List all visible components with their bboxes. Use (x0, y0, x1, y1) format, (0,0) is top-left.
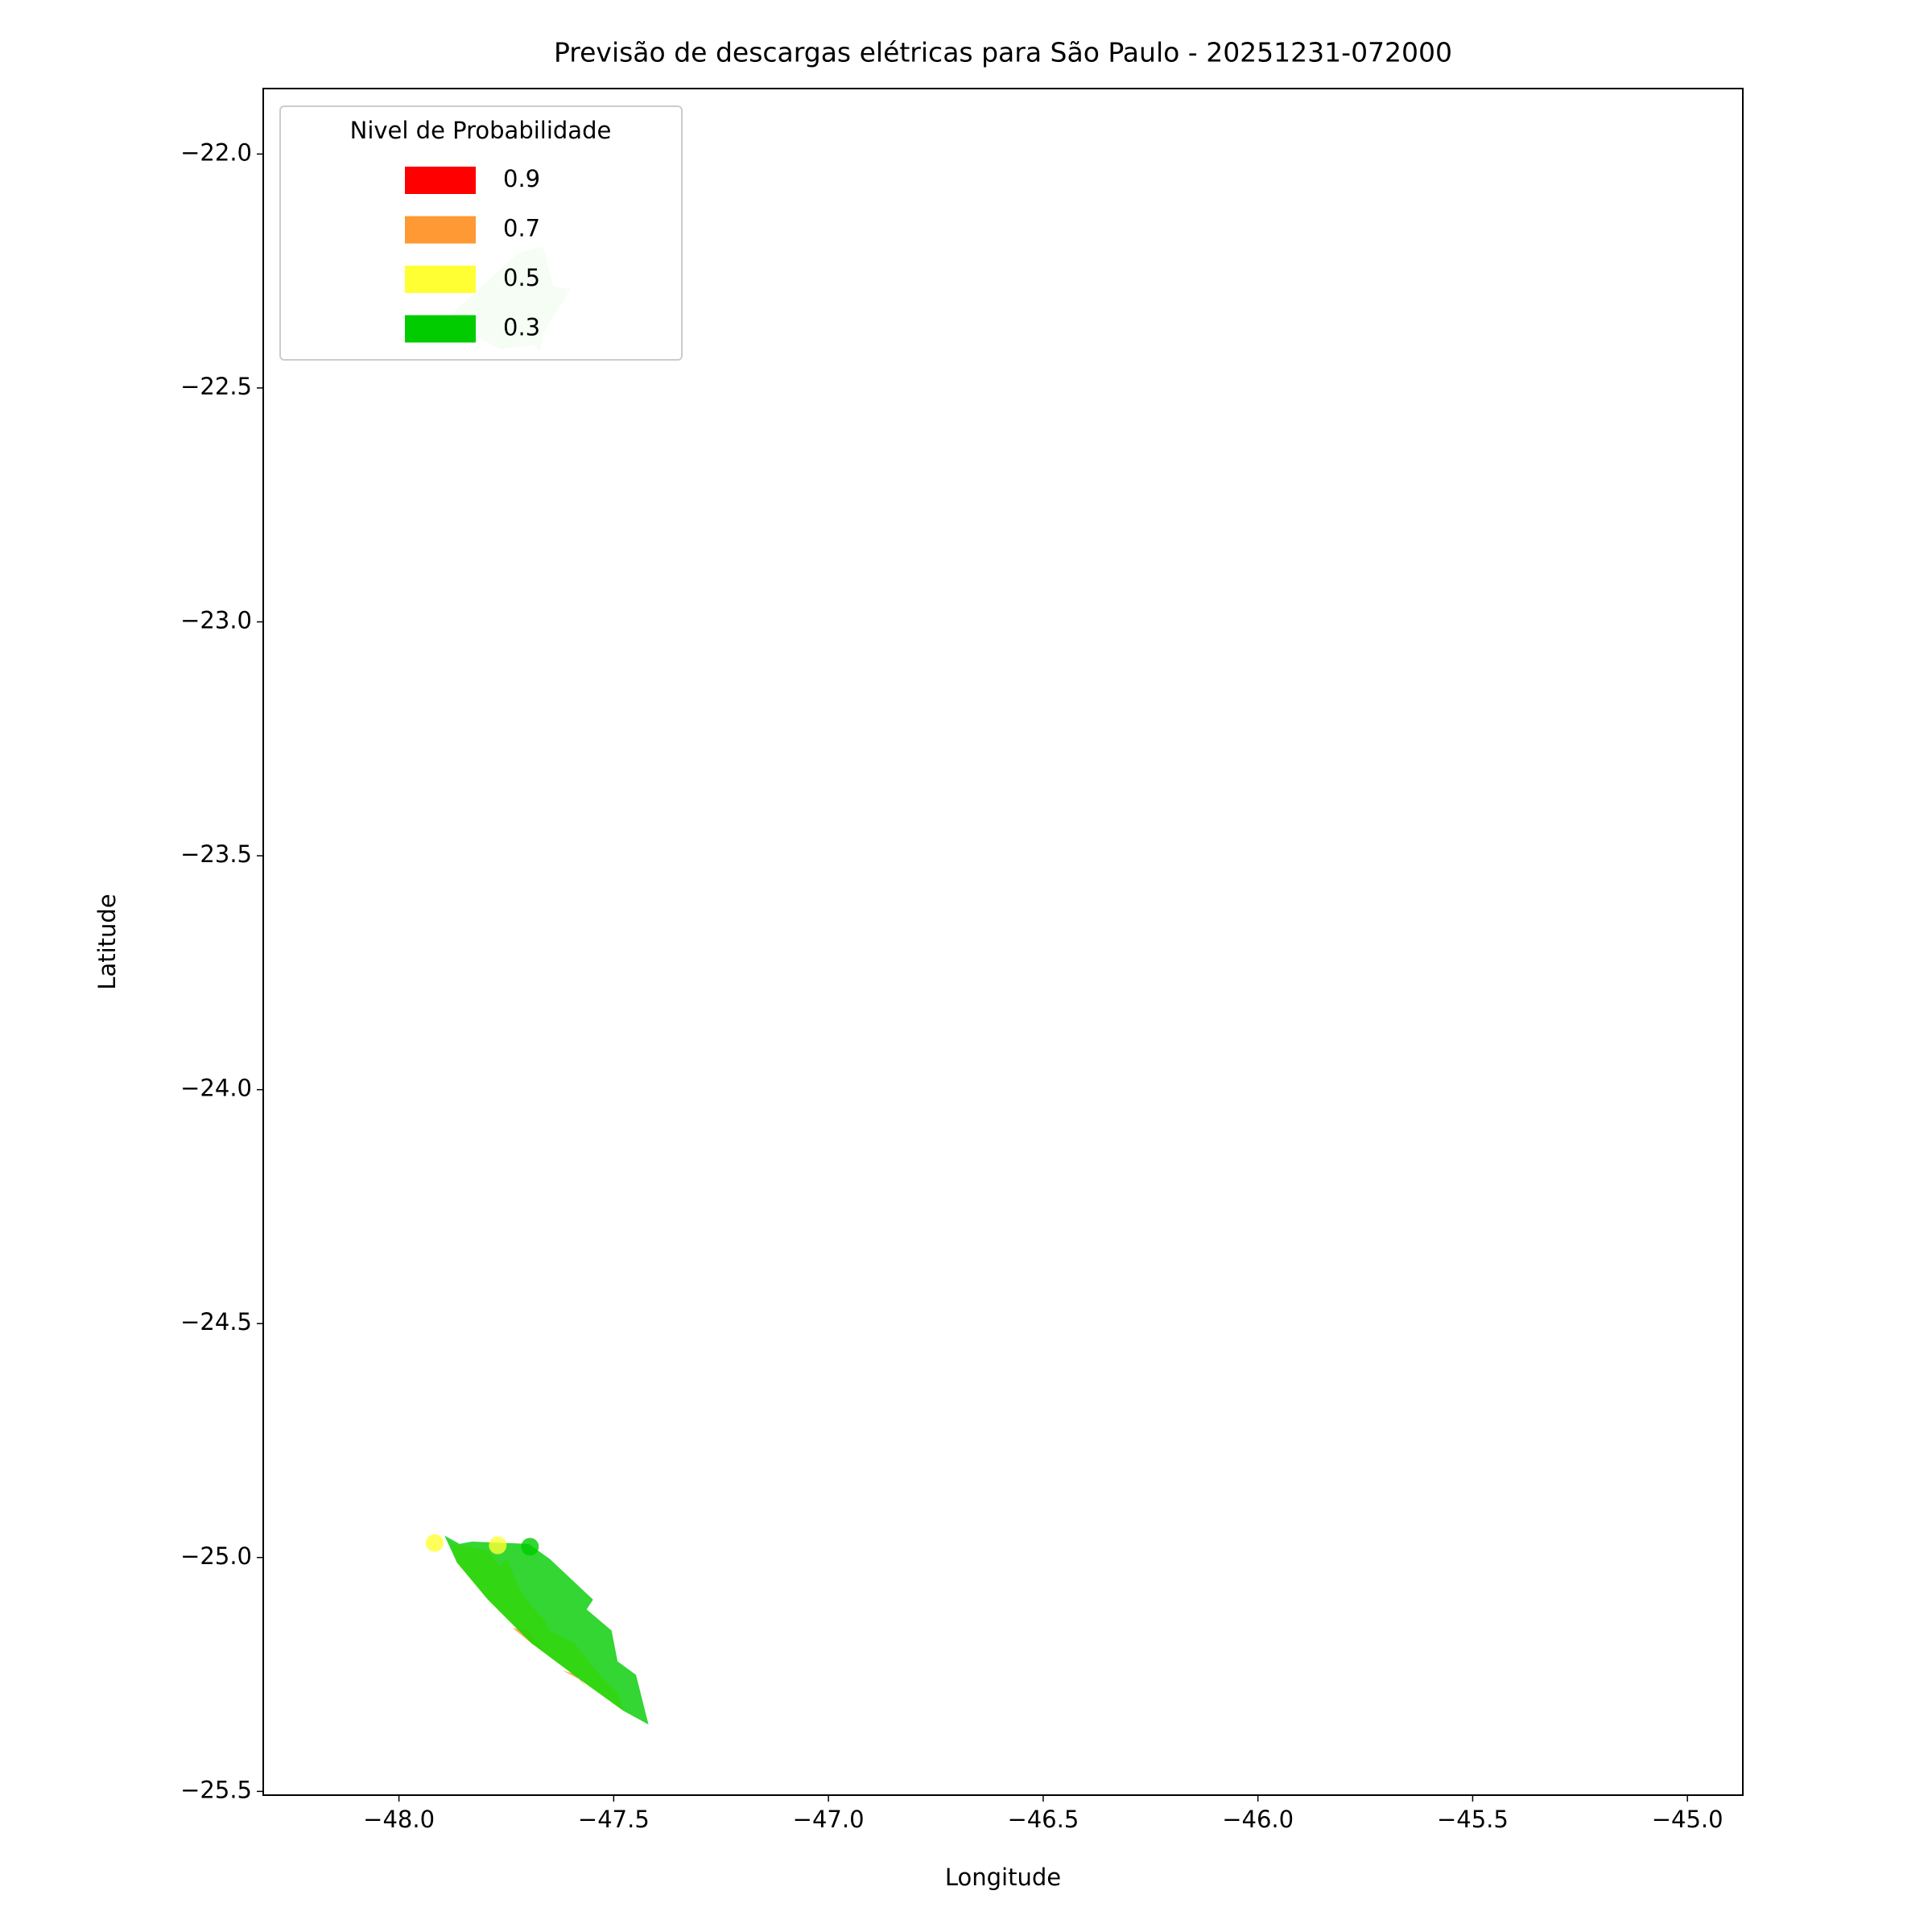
y-tick-label: −24.5 (180, 1308, 252, 1335)
y-tick-label: −24.0 (180, 1075, 252, 1102)
y-axis-label: Latitude (93, 894, 121, 989)
x-tick-label: −45.5 (1437, 1806, 1509, 1833)
legend-label: 0.7 (503, 215, 540, 242)
legend-swatch (405, 266, 476, 293)
strike-point (489, 1536, 507, 1554)
y-tick-label: −25.5 (180, 1776, 252, 1803)
x-tick-label: −46.0 (1222, 1806, 1294, 1833)
chart-title: Previsão de descargas elétricas para São… (554, 37, 1452, 68)
legend-title: Nivel de Probabilidade (350, 117, 612, 144)
y-tick-label: −23.0 (180, 607, 252, 634)
x-tick-label: −45.0 (1652, 1806, 1724, 1833)
x-axis-label: Longitude (945, 1864, 1061, 1891)
legend-label: 0.5 (503, 264, 540, 291)
strike-point (521, 1538, 539, 1556)
y-tick-label: −23.5 (180, 840, 252, 868)
x-tick-label: −47.5 (578, 1806, 650, 1833)
legend: Nivel de Probabilidade 0.9 0.7 0.5 0.3 (279, 105, 683, 361)
legend-label: 0.9 (503, 165, 540, 192)
y-tick-label: −22.5 (180, 373, 252, 400)
x-tick-label: −48.0 (363, 1806, 435, 1833)
legend-label: 0.3 (503, 314, 540, 341)
legend-box (279, 105, 683, 361)
x-tick-label: −46.5 (1007, 1806, 1079, 1833)
y-tick-label: −25.0 (180, 1542, 252, 1570)
strike-point (425, 1534, 444, 1552)
contour-region (444, 1535, 649, 1725)
legend-swatch (405, 167, 476, 194)
x-tick-label: −47.0 (793, 1806, 865, 1833)
y-tick-label: −22.0 (180, 138, 252, 166)
legend-swatch (405, 315, 476, 343)
legend-swatch (405, 216, 476, 244)
axes-frame (262, 88, 1744, 1796)
